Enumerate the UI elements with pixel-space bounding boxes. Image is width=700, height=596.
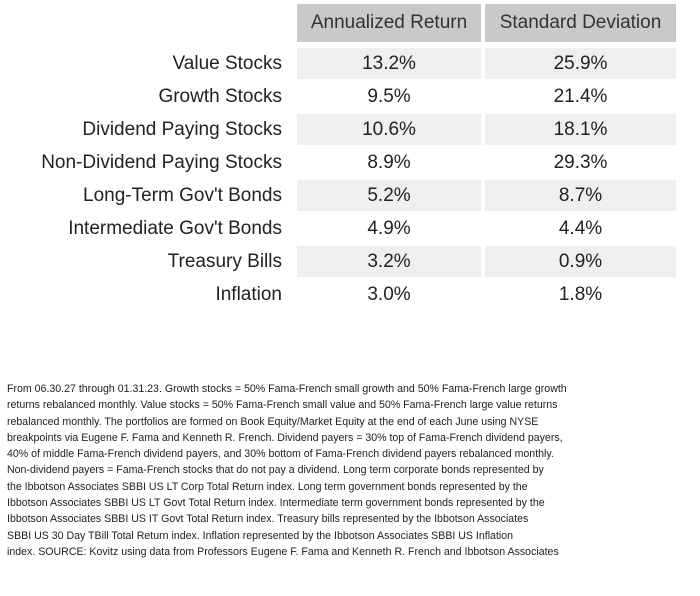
footnote-line: the Ibbotson Associates SBBI US LT Corp … <box>7 480 528 493</box>
table-cell: 25.9% <box>485 48 676 79</box>
table-row: Inflation 3.0% 1.8% <box>0 279 700 310</box>
table-cell: 5.2% <box>297 180 481 211</box>
footnote-line: returns rebalanced monthly. Value stocks… <box>7 399 558 412</box>
row-label: Treasury Bills <box>167 251 282 272</box>
column-header-standard-deviation: Standard Deviation <box>485 4 676 42</box>
row-label: Intermediate Gov't Bonds <box>68 218 282 239</box>
table-row: Dividend Paying Stocks 10.6% 18.1% <box>0 114 700 145</box>
table-cell: 13.2% <box>297 48 481 79</box>
footnote-line: breakpoints via Eugene F. Fama and Kenne… <box>7 431 563 444</box>
table-cell: 0.9% <box>485 246 676 277</box>
table-row: Value Stocks 13.2% 25.9% <box>0 48 700 79</box>
table-cell: 9.5% <box>297 81 481 112</box>
table-cell: 8.7% <box>485 180 676 211</box>
row-label: Dividend Paying Stocks <box>82 119 282 140</box>
footnote-line: From 06.30.27 through 01.31.23. Growth s… <box>7 383 567 395</box>
table-row: Non-Dividend Paying Stocks 8.9% 29.3% <box>0 147 700 178</box>
table-row: Long-Term Gov't Bonds 5.2% 8.7% <box>0 180 700 211</box>
row-label: Long-Term Gov't Bonds <box>83 185 282 206</box>
footnote-line: Ibbotson Associates SBBI US IT Govt Tota… <box>7 513 529 526</box>
footnote-line: index. SOURCE: Kovitz using data from Pr… <box>7 545 559 558</box>
row-label: Growth Stocks <box>158 86 282 107</box>
table-cell: 18.1% <box>485 114 676 145</box>
table-row: Growth Stocks 9.5% 21.4% <box>0 81 700 112</box>
footnote-line: SBBI US 30 Day TBill Total Return index.… <box>7 529 514 542</box>
table-cell: 29.3% <box>485 147 676 178</box>
table-cell: 10.6% <box>297 114 481 145</box>
table-cell: 4.4% <box>485 213 676 244</box>
source-footnote: From 06.30.27 through 01.31.23. Growth s… <box>7 381 697 560</box>
table-cell: 4.9% <box>297 213 481 244</box>
table-row: Intermediate Gov't Bonds 4.9% 4.4% <box>0 213 700 244</box>
column-header-annualized-return: Annualized Return <box>297 4 481 42</box>
table-cell: 21.4% <box>485 81 676 112</box>
table-cell: 3.2% <box>297 246 481 277</box>
row-label: Value Stocks <box>172 53 282 74</box>
table-cell: 1.8% <box>485 279 676 310</box>
table-cell: 8.9% <box>297 147 481 178</box>
footnote-line: 40% of middle Fama-French dividend payer… <box>7 448 554 461</box>
row-label: Inflation <box>215 284 282 305</box>
footnote-line: Ibbotson Associates SBBI US LT Govt Tota… <box>7 497 545 510</box>
row-label: Non-Dividend Paying Stocks <box>41 152 282 173</box>
table-cell: 3.0% <box>297 279 481 310</box>
footnote-line: rebalanced monthly. The portfolios are f… <box>7 415 539 428</box>
footnote-line: Non-dividend payers = Fama-French stocks… <box>7 464 544 477</box>
table-row: Treasury Bills 3.2% 0.9% <box>0 246 700 277</box>
